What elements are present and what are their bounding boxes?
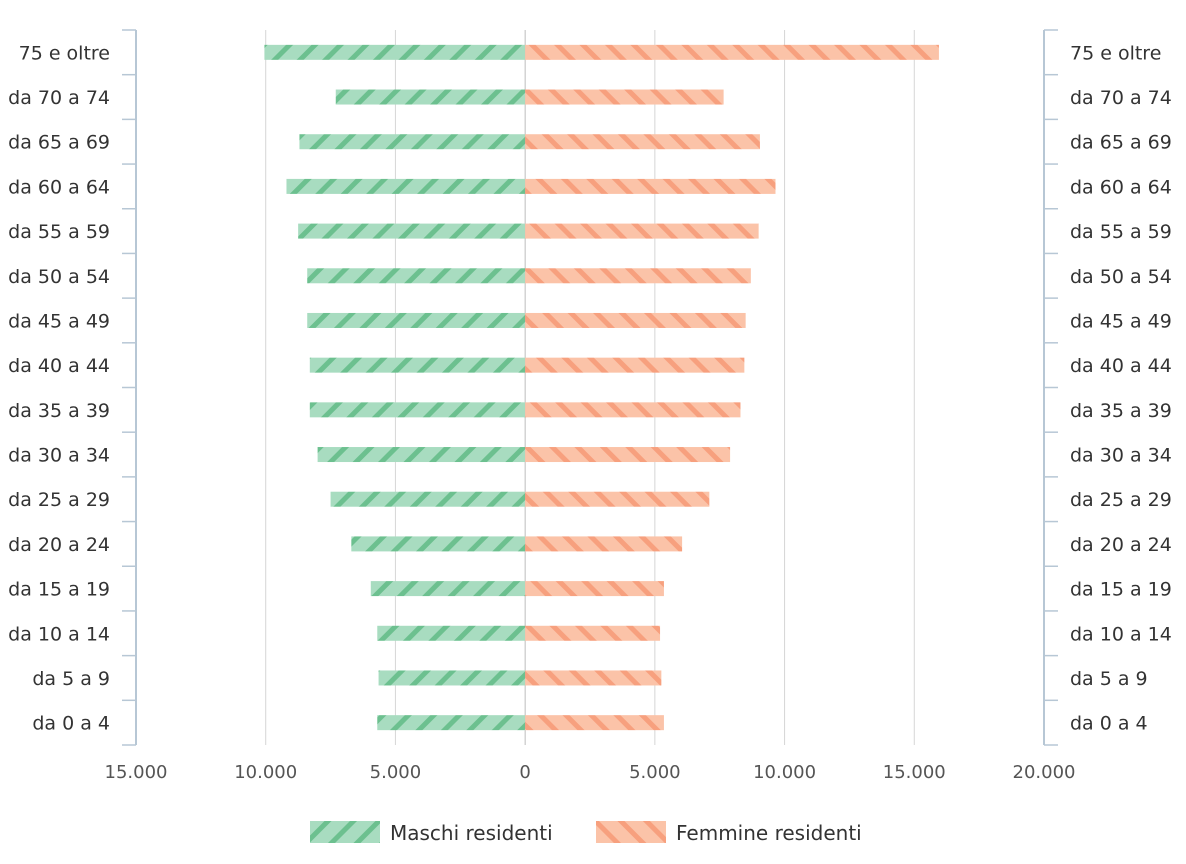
x-tick-label: 10.000 bbox=[753, 762, 816, 783]
bar-maschi bbox=[286, 178, 526, 194]
bar-maschi bbox=[309, 357, 526, 373]
bar-maschi bbox=[298, 223, 526, 239]
bar-femmine bbox=[525, 89, 724, 105]
category-label-left: da 20 a 24 bbox=[8, 534, 110, 556]
category-label-right: da 0 a 4 bbox=[1070, 713, 1148, 735]
bar-femmine bbox=[525, 312, 746, 328]
bar-maschi bbox=[335, 89, 526, 105]
category-label-left: da 45 a 49 bbox=[8, 310, 110, 332]
category-label-left: da 10 a 14 bbox=[8, 623, 110, 645]
category-label-right: da 10 a 14 bbox=[1070, 623, 1172, 645]
bar-femmine bbox=[525, 223, 759, 239]
category-label-left: da 50 a 54 bbox=[8, 266, 110, 288]
category-label-right: da 15 a 19 bbox=[1070, 579, 1172, 601]
category-label-right: da 60 a 64 bbox=[1070, 176, 1172, 198]
category-label-right: 75 e oltre bbox=[1070, 42, 1161, 64]
category-label-right: da 35 a 39 bbox=[1070, 400, 1172, 422]
category-label-right: da 20 a 24 bbox=[1070, 534, 1172, 556]
y-axes bbox=[122, 29, 1058, 746]
legend-item-maschi[interactable]: Maschi residenti bbox=[310, 821, 553, 845]
category-label-left: da 30 a 34 bbox=[8, 445, 110, 467]
bar-maschi bbox=[377, 625, 526, 641]
category-label-left: da 0 a 4 bbox=[32, 713, 110, 735]
bars bbox=[264, 44, 939, 731]
bar-femmine bbox=[525, 670, 662, 686]
category-label-left: da 5 a 9 bbox=[32, 668, 110, 690]
bar-maschi bbox=[317, 447, 526, 463]
x-tick-label: 15.000 bbox=[883, 762, 946, 783]
category-label-left: da 65 a 69 bbox=[8, 132, 110, 154]
category-label-left: da 70 a 74 bbox=[8, 87, 110, 109]
x-tick-labels: 15.000 10.000 5.000 0 5.000 10.000 15.000 20.00… bbox=[105, 762, 1076, 783]
legend-label-femmine: Femmine residenti bbox=[676, 821, 862, 845]
bar-femmine bbox=[525, 581, 664, 597]
bar-femmine bbox=[525, 178, 776, 194]
category-label-right: da 30 a 34 bbox=[1070, 445, 1172, 467]
category-label-left: da 60 a 64 bbox=[8, 176, 110, 198]
x-tick-label: 0 bbox=[519, 762, 530, 783]
category-label-left: da 25 a 29 bbox=[8, 489, 110, 511]
x-tick-label: 15.000 bbox=[105, 762, 168, 783]
bar-maschi bbox=[309, 402, 526, 418]
bar-maschi bbox=[378, 670, 526, 686]
legend-item-femmine[interactable]: Femmine residenti bbox=[596, 821, 862, 845]
bar-maschi bbox=[299, 134, 526, 150]
category-label-left: 75 e oltre bbox=[19, 42, 110, 64]
bar-femmine bbox=[525, 536, 683, 552]
x-tick-label: 10.000 bbox=[234, 762, 297, 783]
legend: Maschi residenti Femmine residenti bbox=[310, 821, 862, 845]
bar-femmine bbox=[525, 357, 745, 373]
category-label-right: da 25 a 29 bbox=[1070, 489, 1172, 511]
bar-maschi bbox=[370, 581, 526, 597]
category-label-left: da 15 a 19 bbox=[8, 579, 110, 601]
bar-femmine bbox=[525, 44, 939, 60]
category-label-left: da 55 a 59 bbox=[8, 221, 110, 243]
category-label-right: da 50 a 54 bbox=[1070, 266, 1172, 288]
bar-femmine bbox=[525, 625, 661, 641]
bar-maschi bbox=[264, 44, 526, 60]
bar-femmine bbox=[525, 402, 741, 418]
category-label-right: da 45 a 49 bbox=[1070, 310, 1172, 332]
category-label-left: da 35 a 39 bbox=[8, 400, 110, 422]
x-tick-label: 20.000 bbox=[1013, 762, 1076, 783]
category-label-right: da 55 a 59 bbox=[1070, 221, 1172, 243]
bar-femmine bbox=[525, 715, 664, 731]
category-label-left: da 40 a 44 bbox=[8, 355, 110, 377]
category-labels: 75 e oltre 75 e oltre da 70 a 74 da 70 a 74… bbox=[8, 42, 1172, 734]
bar-femmine bbox=[525, 268, 751, 284]
bar-femmine bbox=[525, 447, 731, 463]
bar-maschi bbox=[330, 491, 526, 507]
category-label-right: da 40 a 44 bbox=[1070, 355, 1172, 377]
legend-label-maschi: Maschi residenti bbox=[390, 821, 553, 845]
bar-femmine bbox=[525, 491, 710, 507]
x-tick-label: 5.000 bbox=[629, 762, 681, 783]
bar-maschi bbox=[307, 268, 526, 284]
category-label-right: da 65 a 69 bbox=[1070, 132, 1172, 154]
bar-maschi bbox=[307, 312, 526, 328]
category-label-right: da 5 a 9 bbox=[1070, 668, 1148, 690]
x-tick-label: 5.000 bbox=[370, 762, 422, 783]
bar-maschi bbox=[351, 536, 526, 552]
bar-femmine bbox=[525, 134, 760, 150]
category-label-right: da 70 a 74 bbox=[1070, 87, 1172, 109]
bar-maschi bbox=[377, 715, 526, 731]
legend-swatch-maschi bbox=[310, 821, 380, 843]
legend-swatch-femmine bbox=[596, 821, 666, 843]
